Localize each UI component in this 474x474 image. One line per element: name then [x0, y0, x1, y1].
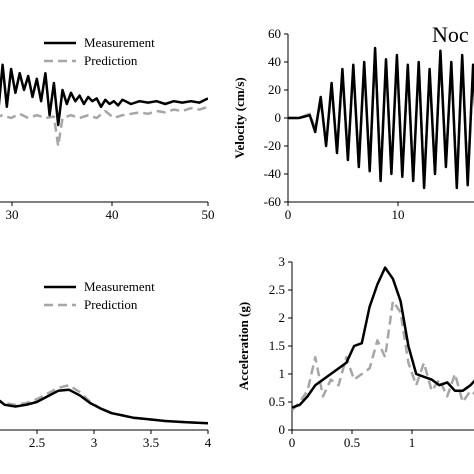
- x-tick-label: 4: [205, 435, 212, 450]
- series-line-measurement: [0, 388, 208, 425]
- y-axis-title: Acceleration (g): [236, 302, 251, 390]
- panel-top-right: 0 10 60 40 20 0 -20 -40 -60 Velocity (cm/s) Noc: [232, 22, 474, 222]
- plot-area: [0, 383, 208, 425]
- x-tick-label: 50: [202, 207, 215, 222]
- legend-label-measurement: Measurement: [84, 279, 155, 294]
- legend-label-prediction: Prediction: [84, 297, 138, 312]
- y-tick-label: 1: [279, 366, 286, 381]
- plot-area: [288, 46, 474, 190]
- panel-top-left: 30 40 50 Measurement Prediction: [0, 35, 215, 222]
- y-tick-label: 40: [268, 54, 281, 69]
- y-tick-label: 0.5: [269, 394, 285, 409]
- y-tick-label: -20: [264, 138, 281, 153]
- y-tick-label: 0: [275, 110, 282, 125]
- y-tick-label: -60: [264, 194, 281, 209]
- y-axis-title: Velocity (cm/s): [232, 77, 247, 158]
- plot-area: [0, 63, 208, 148]
- y-tick-label: 1.5: [269, 338, 285, 353]
- x-tick-label: 30: [6, 207, 19, 222]
- legend-label-measurement: Measurement: [84, 35, 155, 50]
- x-tick-label: 3.5: [143, 435, 159, 450]
- plot-area: [292, 266, 474, 412]
- y-tick-label: 2: [279, 310, 286, 325]
- x-tick-label: 40: [106, 207, 119, 222]
- x-tick-label: 1: [409, 435, 416, 450]
- legend-label-prediction: Prediction: [84, 53, 138, 68]
- y-tick-label: 0: [279, 422, 286, 437]
- x-tick-label: 0.5: [344, 435, 360, 450]
- y-tick-label: 20: [268, 82, 281, 97]
- y-tick-label: -40: [264, 166, 281, 181]
- x-tick-label: 0: [289, 435, 296, 450]
- panel-bottom-right: 0 0.5 1 3 2.5 2 1.5 1 0.5 0 Acceleration (g): [236, 254, 474, 450]
- series-line-measurement: [0, 63, 208, 127]
- series-line-measurement: [292, 266, 474, 409]
- y-tick-label: 3: [279, 254, 286, 269]
- x-tick-label: 0: [285, 207, 292, 222]
- x-tick-label: 10: [392, 207, 405, 222]
- y-tick-label: 2.5: [269, 282, 285, 297]
- x-tick-label: 2.5: [29, 435, 45, 450]
- panel-annotation: Noc: [432, 22, 469, 47]
- series-line-prediction: [292, 299, 474, 412]
- series-line-measurement: [288, 46, 474, 190]
- x-tick-label: 3: [91, 435, 98, 450]
- y-tick-label: 60: [268, 26, 281, 41]
- panel-bottom-left: 2.5 3 3.5 4 Measurement Prediction: [0, 279, 212, 450]
- series-line-prediction: [0, 105, 208, 148]
